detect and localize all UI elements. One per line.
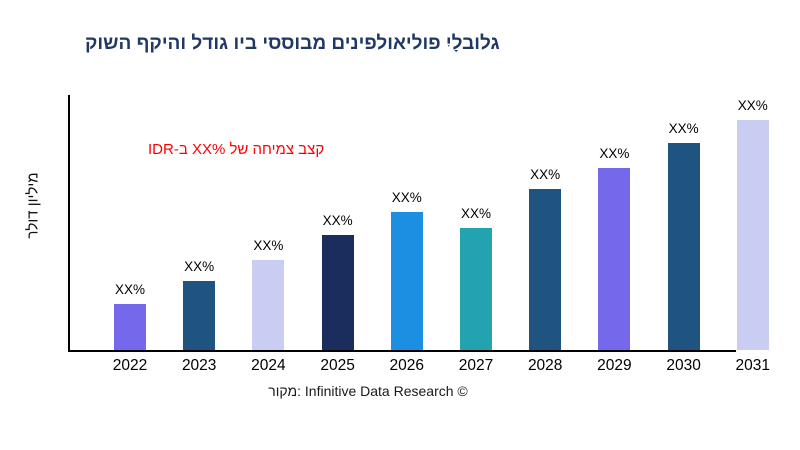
chart-title: קושה ףקיהו לדוג ויב יססובמ םיניפלואילופ … <box>85 33 500 54</box>
bar-value-label-2023: XX% <box>184 259 215 274</box>
bar-2029 <box>598 168 631 350</box>
y-axis-label: רלוד ןוילימ <box>24 172 42 239</box>
x-axis-line <box>68 350 736 352</box>
bar-2024 <box>252 260 285 350</box>
x-tick-2022: 2022 <box>112 357 148 374</box>
plot-area: XX% XX% XX% XX% XX% XX% XX% XX% XX% XX% <box>70 97 782 350</box>
bar-2025 <box>321 235 354 350</box>
x-tick-2026: 2026 <box>389 357 425 374</box>
bar-2031 <box>736 120 769 350</box>
growth-rate-annotation: IDR-ב XX% לש החימצ בצק <box>148 141 325 158</box>
bar-value-label-2025: XX% <box>322 213 353 228</box>
bar-value-label-2026: XX% <box>391 190 422 205</box>
bar-2028 <box>529 189 562 350</box>
x-tick-2029: 2029 <box>597 357 632 374</box>
x-tick-2023: 2023 <box>181 357 217 374</box>
x-tick-2030: 2030 <box>666 357 701 374</box>
x-tick-2028: 2028 <box>527 357 563 374</box>
bar-2030 <box>667 143 700 350</box>
x-tick-2027: 2027 <box>458 357 494 374</box>
bar-value-label-2027: XX% <box>460 206 491 222</box>
bar-2022 <box>114 304 146 350</box>
source-footer: רוקמ: Infinitive Data Research © <box>268 383 468 399</box>
bar-value-label-2022: XX% <box>114 282 145 297</box>
bar-value-label-2031: XX% <box>737 98 768 113</box>
bar-2027 <box>460 228 492 350</box>
x-tick-2024: 2024 <box>251 357 286 374</box>
bar-value-label-2028: XX% <box>530 167 561 182</box>
x-tick-2025: 2025 <box>320 357 355 374</box>
bar-2023 <box>183 281 216 350</box>
bar-2026 <box>390 212 423 350</box>
y-axis-line <box>68 95 70 352</box>
bar-value-label-2030: XX% <box>668 121 699 136</box>
x-tick-2031: 2031 <box>735 357 771 374</box>
bar-value-label-2024: XX% <box>253 238 284 254</box>
bar-value-label-2029: XX% <box>599 146 630 162</box>
